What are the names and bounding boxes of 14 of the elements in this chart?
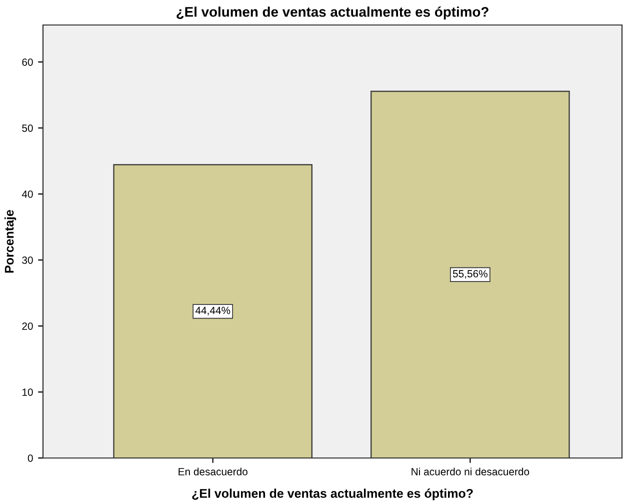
x-tick-label: En desacuerdo [178,468,248,476]
y-tick-label: 10 [22,388,33,396]
y-tick-label: 50 [22,124,33,132]
y-tick-label: 60 [22,58,33,66]
data-label: 55,56% [452,270,488,279]
y-tick-label: 30 [22,256,33,264]
y-tick-label: 20 [22,322,33,330]
chart-title: ¿El volumen de ventas actualmente es óptimo? [176,6,488,20]
y-tick-label: 40 [22,190,33,198]
data-label: 44,44% [195,306,230,316]
x-axis-title: ¿El volumen de ventas actualmente es óptimo? [192,488,473,500]
x-tick-label: Ni acuerdo ni desacuerdo [412,468,530,476]
y-axis-title: Porcentaje [4,210,16,273]
y-tick-label: 0 [28,454,33,462]
